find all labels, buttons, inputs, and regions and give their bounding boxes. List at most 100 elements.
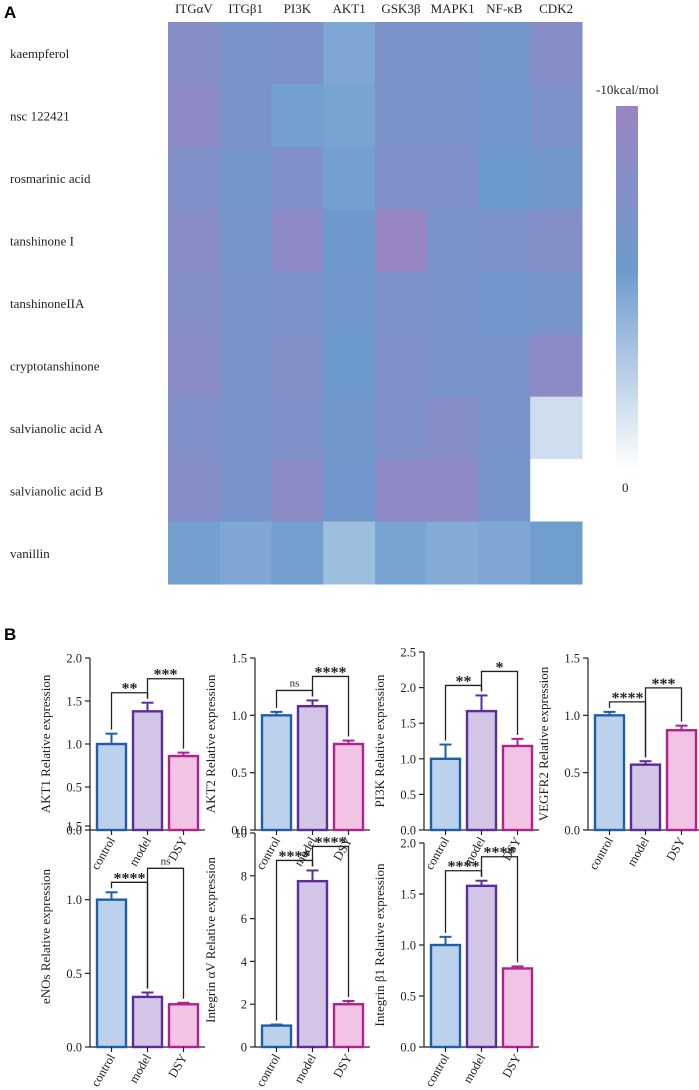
heatmap-cell <box>219 209 272 273</box>
bar <box>465 884 498 1049</box>
x-tick-label: control <box>422 1051 452 1089</box>
heatmap-cell <box>323 146 376 210</box>
heatmap-cell <box>478 521 531 585</box>
heatmap-cell <box>375 521 428 585</box>
significance-label: *** <box>652 676 676 693</box>
bar <box>260 1024 293 1049</box>
bar <box>167 1003 200 1049</box>
heatmap-row-label: tanshinoneIIA <box>10 296 85 311</box>
bar <box>465 709 498 832</box>
bar <box>593 714 626 832</box>
y-tick-label: 1.0 <box>231 709 247 723</box>
colorbar-min-label: 0 <box>622 480 629 495</box>
bar <box>95 898 128 1049</box>
heatmap-cell <box>168 521 221 585</box>
heatmap-cell <box>530 334 583 398</box>
y-tick-label: 1.5 <box>231 652 247 666</box>
x-tick-label: model <box>126 1051 154 1086</box>
heatmap-cell <box>375 396 428 460</box>
bar <box>629 763 662 832</box>
bar <box>167 754 200 832</box>
heatmap-cell <box>323 271 376 335</box>
heatmap-cell <box>168 84 221 148</box>
heatmap-cell <box>426 521 479 585</box>
heatmap-cell <box>426 84 479 148</box>
y-tick-label: 2.5 <box>400 646 416 660</box>
x-tick-label: DSY <box>663 835 688 864</box>
heatmap-cell <box>426 334 479 398</box>
significance-bracket <box>480 856 519 963</box>
heatmap-cell <box>375 459 428 523</box>
y-axis-label: AKT2 Relative expression <box>203 674 218 813</box>
heatmap-cell <box>530 459 583 523</box>
heatmap-cell <box>168 271 221 335</box>
y-tick-label: 0.5 <box>66 967 82 981</box>
y-tick-label: 0.5 <box>400 788 416 802</box>
colorbar-max-label: -10kcal/mol <box>596 82 659 97</box>
significance-label: **** <box>612 690 644 707</box>
heatmap-row-label: nsc 122421 <box>10 109 70 124</box>
y-tick-label: 0.0 <box>66 1041 82 1055</box>
heatmap-cell <box>271 209 324 273</box>
heatmap-cell <box>426 396 479 460</box>
significance-label: *** <box>154 667 178 684</box>
heatmap-cell <box>530 22 583 85</box>
bar <box>296 879 329 1049</box>
significance-label: ns <box>290 677 300 689</box>
bar <box>665 729 698 832</box>
y-tick-label: 1.5 <box>66 820 82 834</box>
y-tick-label: 1.0 <box>66 893 82 907</box>
heatmap-cell <box>168 459 221 523</box>
heatmap-cell <box>271 334 324 398</box>
heatmap-cell <box>323 459 376 523</box>
heatmap-cell <box>478 271 531 335</box>
heatmap-cell <box>478 396 531 460</box>
heatmap-cell <box>323 22 376 85</box>
significance-label: ns <box>161 855 171 867</box>
significance-bracket <box>311 845 350 997</box>
y-tick-label: 1.0 <box>400 752 416 766</box>
heatmap-cell <box>219 521 272 585</box>
heatmap-cell <box>168 22 221 85</box>
heatmap-column-label: AKT1 <box>333 1 366 16</box>
heatmap-cell <box>426 22 479 85</box>
heatmap-cell <box>530 521 583 585</box>
significance-bracket <box>480 670 519 735</box>
y-tick-label: 0.5 <box>564 766 580 780</box>
heatmap-cell <box>323 84 376 148</box>
panel-label-b: B <box>4 625 16 644</box>
x-tick-label: DSY <box>165 1052 190 1081</box>
heatmap-row-label: tanshinone I <box>10 234 74 249</box>
bar-chart-4: 0.0 0.5 1.0 1.5 VEGFR2 Relative expression co… <box>536 652 699 872</box>
heatmap-cell <box>530 84 583 148</box>
heatmap-column-label: ITGαV <box>175 1 213 16</box>
y-tick-label: 0.0 <box>66 824 82 838</box>
y-tick-label: 2 <box>241 998 247 1012</box>
y-axis-label: eNOs Relative expression <box>38 868 53 1004</box>
heatmap-cell <box>323 334 376 398</box>
heatmap-cell <box>168 209 221 273</box>
heatmap-cell <box>530 146 583 210</box>
bar <box>260 714 293 832</box>
y-tick-label: 8 <box>241 869 247 883</box>
y-tick-label: 1.0 <box>400 939 416 953</box>
bar-chart-3: 0.0 0.5 1.0 1.5 2.0 2.5 PI3K Relative expressi… <box>372 646 539 872</box>
significance-bracket <box>644 687 683 758</box>
heatmap-cell <box>271 22 324 85</box>
heatmap-cell <box>271 146 324 210</box>
y-tick-label: 0.0 <box>400 824 416 838</box>
bar <box>332 742 365 832</box>
y-tick-label: 1.0 <box>66 738 82 752</box>
heatmap-cell <box>478 146 531 210</box>
heatmap-cell <box>478 22 531 85</box>
significance-label: **** <box>484 845 516 862</box>
y-tick-label: 10 <box>235 827 248 841</box>
heatmap-cell <box>271 271 324 335</box>
heatmap-cell <box>426 209 479 273</box>
bar <box>296 704 329 832</box>
bar <box>332 1003 365 1049</box>
heatmap-row-label: cryptotanshinone <box>10 358 100 373</box>
x-tick-label: model <box>460 1051 488 1086</box>
significance-bracket <box>146 867 185 999</box>
